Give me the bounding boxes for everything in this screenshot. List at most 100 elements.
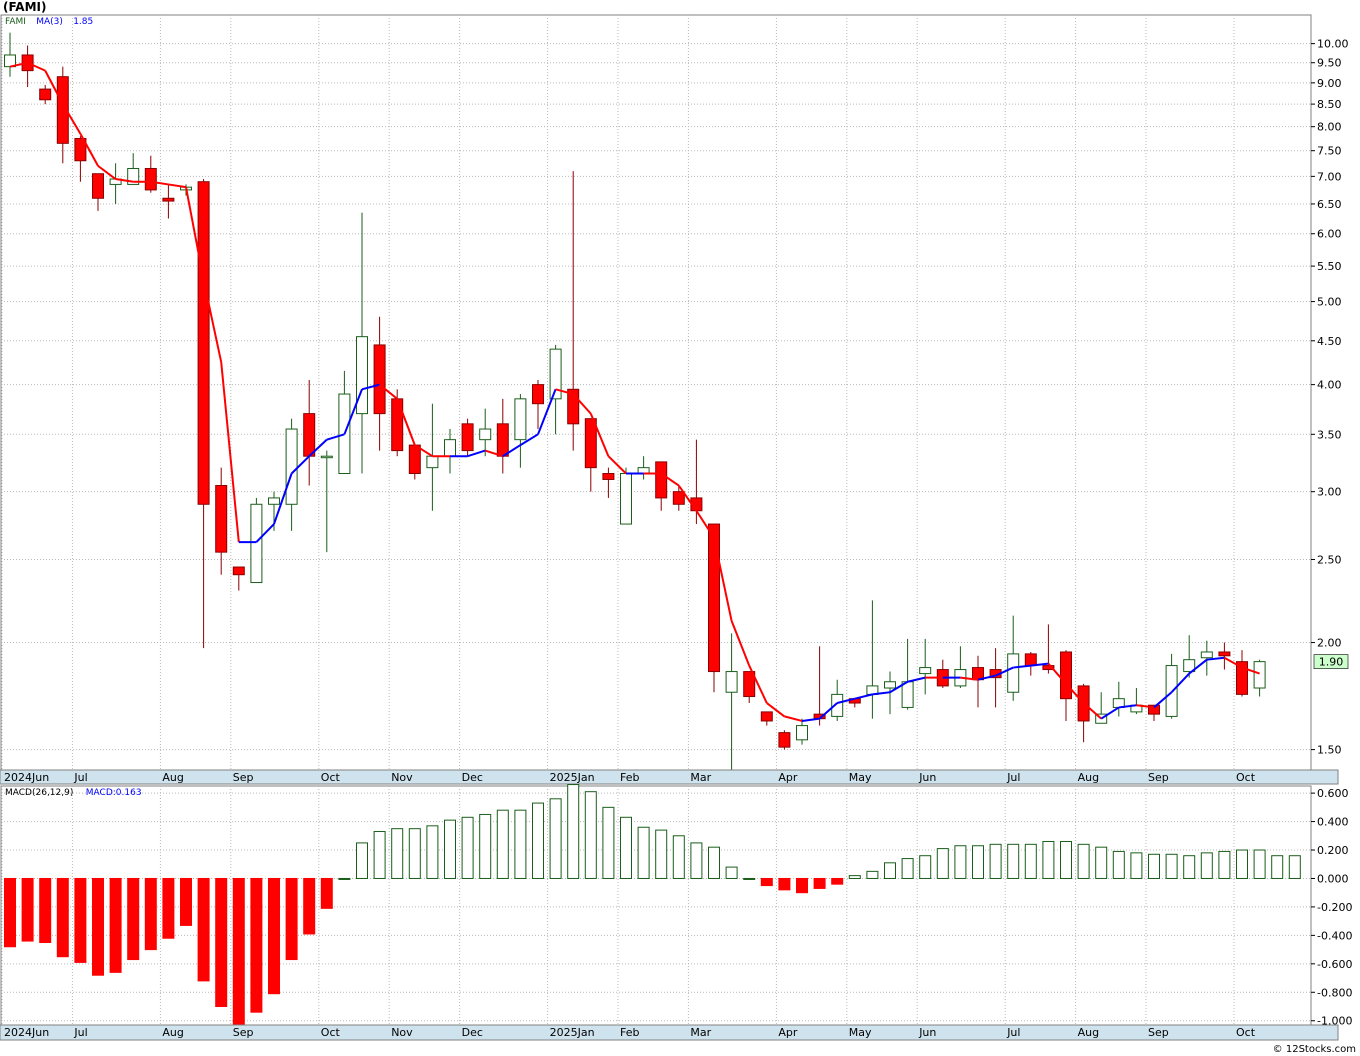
macd-bar — [989, 843, 1002, 879]
macd-bar — [1148, 853, 1160, 879]
macd-bar — [1077, 843, 1090, 879]
macd-bar — [1130, 852, 1143, 879]
candle-body — [620, 473, 632, 525]
candle-body — [250, 503, 263, 584]
ma3-segment — [907, 676, 926, 683]
candle-body — [285, 428, 298, 505]
macd-bar — [408, 828, 421, 879]
candle-body — [320, 455, 333, 459]
macd-bar — [778, 877, 791, 891]
ma3-segment — [836, 697, 856, 704]
ma3-segment — [79, 133, 99, 167]
ma3-segment — [660, 472, 680, 487]
macd-bar — [760, 877, 773, 887]
macd-x-axis-band — [0, 1024, 1339, 1041]
macd-bar — [303, 877, 316, 935]
macd-x-label: Feb — [620, 1026, 639, 1039]
candle-body — [672, 491, 685, 505]
price-tick-label: 6.50 — [1317, 198, 1342, 211]
ma3-segment — [854, 693, 873, 700]
candle-body — [1183, 659, 1196, 673]
macd-bar — [708, 846, 720, 879]
macd-bar — [567, 784, 580, 879]
price-x-label: May — [849, 771, 872, 784]
macd-bar — [1112, 850, 1125, 879]
ma3-segment — [730, 620, 751, 666]
macd-bar — [1183, 855, 1196, 879]
macd-bar — [1042, 840, 1055, 879]
macd-bar — [1271, 855, 1284, 879]
ma3-segment — [1223, 656, 1243, 669]
candle-body — [602, 473, 615, 480]
macd-legend-item: MACD:0.163 — [86, 788, 142, 798]
price-x-label: Feb — [620, 771, 639, 784]
ma3-segment — [1170, 672, 1190, 693]
price-x-label: Dec — [462, 771, 483, 784]
macd-x-label: Sep — [1148, 1026, 1169, 1039]
macd-bar — [268, 877, 280, 995]
ma3-segment — [220, 361, 240, 543]
macd-x-label: 2025Jan — [550, 1026, 595, 1039]
ma3-segment — [537, 388, 557, 435]
candle-body — [444, 439, 456, 457]
macd-bar — [39, 877, 52, 943]
ma3-segment — [1030, 662, 1049, 667]
ma3-segment — [61, 103, 82, 135]
macd-bar — [356, 842, 368, 879]
candle-body — [708, 523, 720, 673]
price-legend-item: 1.85 — [73, 17, 93, 27]
macd-bar — [461, 816, 474, 879]
macd-tick-label: -0.600 — [1317, 958, 1352, 971]
candle-body — [514, 398, 527, 441]
ma3-segment — [9, 61, 28, 68]
price-tick-label: 9.00 — [1317, 77, 1342, 90]
candle-body — [884, 681, 896, 689]
macd-bar — [215, 877, 228, 1008]
macd-bar — [109, 877, 122, 973]
candle-body — [144, 167, 157, 191]
ma3-segment — [1241, 666, 1260, 675]
macd-bar — [831, 877, 844, 885]
macd-legend-item: MACD(26,12,9) — [5, 788, 73, 798]
macd-x-label: Sep — [233, 1026, 254, 1039]
macd-bar — [1165, 853, 1178, 879]
ma3-segment — [326, 433, 345, 441]
macd-bar — [56, 877, 69, 958]
ma3-segment — [255, 523, 275, 543]
ma3-segment — [273, 473, 293, 525]
candle-body — [584, 418, 597, 469]
candle-body — [532, 384, 544, 405]
macd-bar — [4, 877, 16, 948]
macd-bar — [813, 877, 826, 889]
price-legend-item: FAMI — [5, 17, 26, 27]
ma3-segment — [960, 676, 979, 681]
price-x-label: Jul — [1006, 771, 1020, 784]
price-tick-label: 9.50 — [1317, 57, 1342, 70]
macd-tick-label: -1.000 — [1317, 1015, 1352, 1028]
macd-bar — [796, 877, 808, 894]
macd-bar — [1218, 850, 1231, 879]
ma3-segment — [1082, 702, 1102, 720]
macd-bar — [373, 831, 386, 879]
ma3-segment — [1136, 704, 1155, 709]
macd-bar — [655, 829, 668, 879]
candle-body — [778, 732, 791, 748]
candle-body — [743, 671, 756, 698]
ma3-segment — [168, 183, 187, 189]
watermark: © 12Stocks.com — [1272, 1044, 1356, 1055]
candle-body — [1060, 651, 1072, 700]
ma3-segment — [343, 388, 363, 435]
candle-body — [92, 173, 104, 199]
ma3-segment — [1100, 706, 1120, 720]
macd-bar — [1253, 849, 1266, 879]
macd-bar — [74, 877, 87, 963]
candle-body — [303, 413, 316, 457]
candle-body — [1200, 651, 1213, 659]
macd-bar — [232, 877, 245, 1026]
price-tick-label: 8.50 — [1317, 98, 1342, 111]
price-x-label: Nov — [391, 771, 413, 784]
macd-bar — [602, 806, 615, 879]
ma3-segment — [1206, 656, 1225, 661]
macd-bar — [584, 791, 597, 879]
candle-body — [356, 336, 368, 415]
